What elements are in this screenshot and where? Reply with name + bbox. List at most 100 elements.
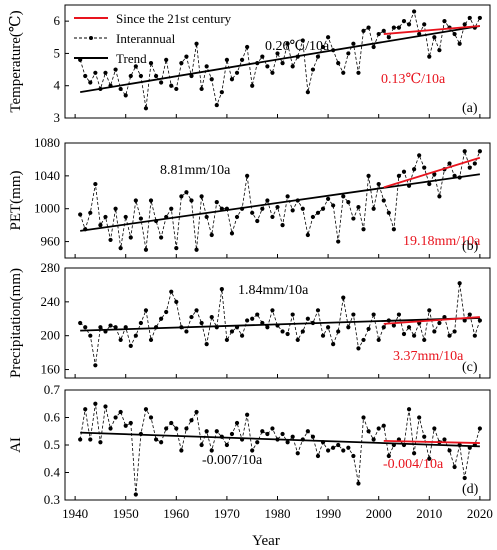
data-point	[169, 206, 174, 211]
data-point	[437, 320, 442, 326]
data-point	[401, 19, 407, 24]
data-point	[406, 22, 412, 27]
data-point	[305, 429, 310, 434]
data-point	[159, 80, 164, 85]
data-point	[422, 434, 427, 439]
data-point	[310, 434, 316, 439]
data-point	[113, 325, 118, 330]
data-point	[209, 448, 214, 453]
panel-tag: (c)	[462, 360, 478, 375]
data-point	[325, 35, 331, 40]
data-point	[143, 106, 149, 111]
data-point	[477, 318, 482, 323]
data-point	[194, 308, 199, 313]
y-axis-title: Temperature(℃)	[8, 10, 24, 112]
trend-line	[80, 25, 481, 94]
panel-4: 0.3 0.4 0.5 0.6 0.7 1940 1950 1960 1970 1980 1990 2…	[8, 382, 493, 521]
data-point	[164, 309, 169, 315]
data-point	[462, 475, 467, 481]
y-tick-label: 5	[54, 45, 61, 60]
data-point	[472, 333, 477, 338]
y-tick-label: 960	[41, 234, 61, 249]
data-point	[376, 181, 381, 187]
data-point	[194, 247, 199, 252]
data-point	[432, 426, 437, 431]
data-point	[381, 325, 386, 330]
interannual-series-line	[79, 403, 481, 495]
data-point	[174, 86, 179, 92]
data-point	[427, 54, 432, 59]
data-point	[310, 214, 316, 220]
data-point	[138, 73, 143, 79]
data-point	[320, 333, 326, 338]
data-point	[361, 227, 366, 232]
data-point	[194, 41, 199, 46]
data-point	[366, 173, 371, 178]
data-point	[164, 426, 169, 431]
data-point	[386, 210, 391, 215]
data-point	[462, 149, 467, 154]
y-tick-label: 200	[41, 328, 61, 343]
data-point	[133, 198, 138, 203]
data-point	[341, 448, 346, 453]
legend-dot-marker	[89, 36, 93, 40]
data-point	[422, 165, 427, 170]
data-point	[113, 415, 118, 420]
data-point	[467, 165, 472, 170]
panels-group: 3 4 5 6 Temperature(℃) 0.26℃/10a 0.13℃/10a (a) 9…	[8, 4, 493, 521]
data-point	[371, 44, 376, 50]
data-point	[265, 64, 270, 69]
y-tick-label: 280	[41, 260, 61, 275]
data-point	[376, 337, 381, 343]
data-point	[280, 223, 285, 228]
data-point	[88, 333, 93, 338]
data-point	[331, 342, 336, 347]
legend: Since the 21st century Interannual Trend	[74, 11, 232, 66]
data-point	[305, 232, 310, 238]
data-point	[432, 172, 437, 177]
data-point	[159, 316, 164, 321]
y-tick-label: 0.7	[44, 382, 61, 397]
data-point	[366, 326, 371, 332]
data-point	[118, 409, 123, 415]
data-point	[245, 44, 250, 50]
data-point	[280, 329, 285, 334]
data-point	[412, 9, 417, 14]
data-point	[336, 61, 341, 66]
y-tick-label: 0.4	[44, 465, 61, 480]
x-tick-label: 1950	[113, 506, 139, 521]
x-tick-label: 2020	[467, 506, 493, 521]
data-point	[189, 73, 194, 79]
data-point	[477, 426, 482, 431]
data-point	[341, 194, 346, 199]
data-point	[320, 44, 326, 50]
data-point	[83, 407, 88, 412]
data-point	[300, 329, 305, 334]
data-point	[78, 437, 83, 442]
data-point	[83, 73, 88, 79]
data-point	[457, 41, 462, 46]
data-point	[174, 299, 179, 304]
trend-rate-label: 1.84mm/10a	[238, 283, 309, 298]
data-point	[219, 90, 224, 95]
data-point	[437, 48, 442, 53]
data-point	[128, 73, 133, 79]
data-point	[169, 83, 174, 88]
data-point	[199, 320, 204, 326]
data-point	[295, 451, 300, 456]
data-point	[199, 86, 204, 92]
data-point	[265, 325, 270, 330]
data-point	[427, 181, 432, 187]
trend-line	[80, 173, 481, 232]
data-point	[184, 190, 189, 195]
data-point	[234, 214, 240, 220]
data-point	[320, 206, 326, 211]
y-tick-label: 160	[41, 362, 61, 377]
data-point	[108, 237, 113, 243]
data-point	[412, 333, 417, 338]
data-point	[189, 314, 194, 320]
data-point	[462, 22, 467, 27]
data-point	[366, 429, 371, 434]
data-point	[346, 51, 351, 56]
data-point	[346, 200, 351, 205]
